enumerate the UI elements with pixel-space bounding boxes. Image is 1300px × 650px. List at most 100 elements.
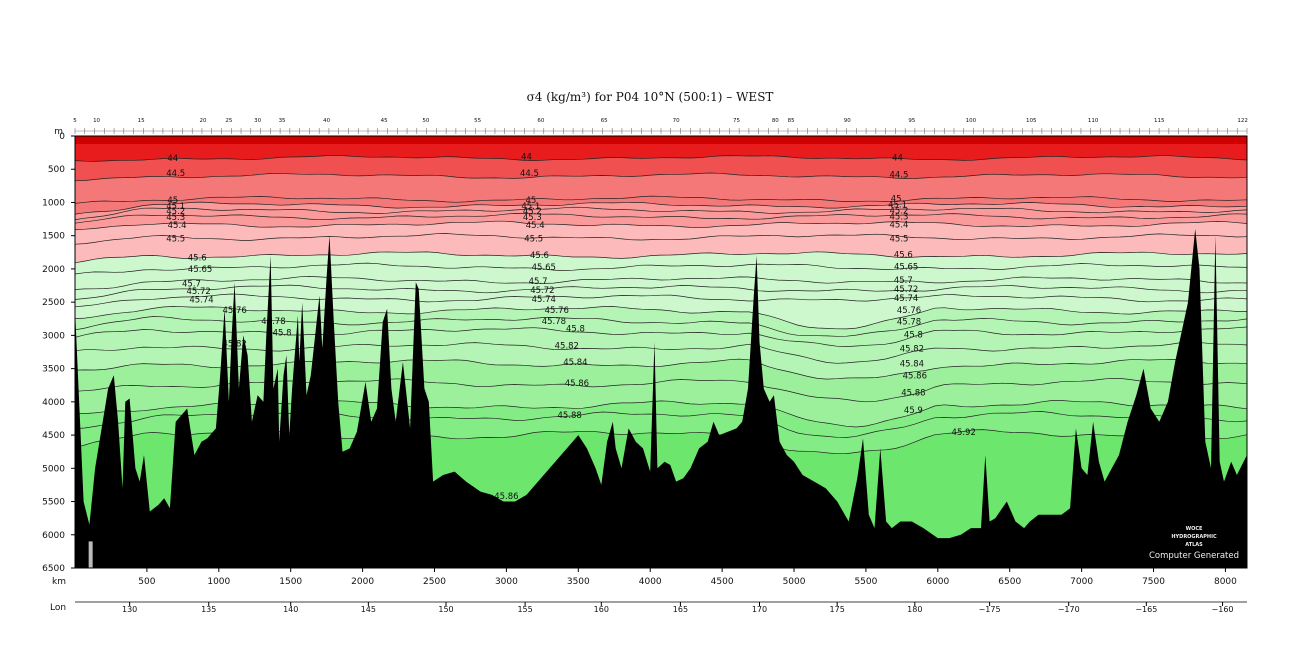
contour-label: 44: [521, 153, 532, 163]
density-band: [75, 327, 1247, 364]
station-label: 35: [279, 118, 286, 124]
contour-label: 45.4: [168, 221, 187, 231]
x-tick-label: 6500: [998, 577, 1021, 587]
density-band: [75, 233, 1247, 263]
station-label: 25: [225, 118, 232, 124]
station-label: 20: [199, 118, 206, 124]
station-label: 122: [1237, 118, 1248, 124]
axes: 0 500 1000 1500 2000 2500 3000 3500 4000 4500 5000…: [42, 118, 1248, 614]
watermark-line: WOCE: [1186, 526, 1203, 532]
contour-label: 45.1: [888, 200, 907, 210]
surface-band: [75, 136, 1247, 144]
isopycnal-line: [75, 201, 1247, 215]
station-label: 105: [1026, 118, 1037, 124]
chart-title: σ4 (kg/m³) for P04 10°N (500:1) – WEST: [526, 90, 774, 104]
contour-label: 45.7: [529, 277, 548, 287]
contour-label: 45.86: [494, 492, 518, 502]
station-label: 30: [254, 118, 261, 124]
lon-tick-label: 170: [752, 605, 767, 614]
station-label: 80: [772, 118, 779, 124]
y-tick-label: 4500: [42, 431, 65, 441]
contour-label: 44: [892, 153, 903, 163]
contour-label: 45.76: [897, 306, 921, 316]
contour-label: 45.84: [900, 359, 924, 369]
lon-tick-label: 180: [907, 605, 922, 614]
watermark: WOCE HYDROGRAPHIC ATLAS Computer Generated: [1149, 526, 1239, 561]
contour-label: 45.82: [900, 345, 924, 355]
isopycnal-line: [75, 220, 1247, 230]
watermark-line: HYDROGRAPHIC: [1171, 534, 1217, 540]
density-band: [75, 196, 1247, 215]
lon-tick-label: 155: [517, 605, 532, 614]
y-tick-label: 3000: [42, 331, 65, 341]
contour-label: 45.82: [555, 341, 579, 351]
station-label: 15: [138, 118, 145, 124]
x-tick-label: 1000: [207, 577, 230, 587]
contour-label: 45.3: [890, 212, 909, 222]
y-tick-label: 4000: [42, 398, 65, 408]
density-band: [75, 294, 1247, 329]
x-tick-label: 1500: [279, 577, 302, 587]
density-band: [75, 221, 1247, 245]
density-band: [75, 276, 1247, 300]
y-tick-label: 5000: [42, 464, 65, 474]
station-label: 5: [73, 118, 77, 124]
seafloor: [75, 229, 1247, 568]
contour-label: 45.65: [532, 263, 556, 273]
station-label: 115: [1154, 118, 1165, 124]
x-tick-label: 5000: [783, 577, 806, 587]
contour-label: 45.2: [166, 207, 185, 217]
y-tick-label: 0: [59, 132, 65, 142]
density-band: [75, 285, 1247, 307]
lon-tick-label: 130: [122, 605, 137, 614]
contour-label: 45.72: [894, 285, 918, 295]
station-label: 95: [908, 118, 915, 124]
x-tick-label: 6000: [926, 577, 949, 587]
lon-tick-label: −170: [1058, 605, 1080, 614]
contour-label: 45.74: [894, 294, 918, 304]
contour-label: 45.78: [542, 317, 566, 327]
lon-tick-label: 175: [830, 605, 845, 614]
isopycnal-line: [75, 213, 1247, 224]
contour-label: 45.72: [186, 287, 210, 297]
contour-label: 45.5: [890, 234, 909, 244]
density-band: [75, 213, 1247, 230]
y-tick-label: 2500: [42, 298, 65, 308]
contour-label: 45.78: [261, 317, 285, 327]
y-tick-label: 3500: [42, 365, 65, 375]
contour-label: 45.7: [182, 280, 201, 290]
contour-label: 45.1: [521, 202, 540, 212]
lon-tick-label: 145: [361, 605, 376, 614]
isopycnal-line: [75, 155, 1247, 162]
watermark-line: ATLAS: [1185, 542, 1203, 548]
contour-label: 45.78: [897, 317, 921, 327]
density-band: [75, 202, 1247, 220]
x-tick-label: 3000: [495, 577, 518, 587]
station-label: 55: [474, 118, 481, 124]
contour-label: 45.86: [903, 371, 927, 381]
contour-label: 45.76: [545, 306, 569, 316]
lon-tick-label: −165: [1135, 605, 1157, 614]
y-tick-label: 2000: [42, 265, 65, 275]
contour-label: 45.88: [558, 411, 582, 421]
contour-label: 45: [525, 196, 536, 206]
x-tick-label: 3500: [567, 577, 590, 587]
contour-label: 44.5: [520, 169, 539, 179]
contour-label: 45.72: [530, 286, 554, 296]
contour-label: 45.2: [523, 207, 542, 217]
contour-label: 45.3: [523, 213, 542, 223]
x-tick-label: 7500: [1142, 577, 1165, 587]
x-tick-label: 7000: [1070, 577, 1093, 587]
contour-label: 45.4: [890, 220, 909, 230]
station-label: 85: [788, 118, 795, 124]
contour-label: 45.5: [166, 234, 185, 244]
x-tick-label: 2500: [423, 577, 446, 587]
contour-label: 45.74: [189, 295, 213, 305]
contour-label: 45: [167, 196, 178, 206]
contour-label: 45.65: [894, 262, 918, 272]
y-tick-label: 6500: [42, 564, 65, 574]
station-label: 100: [966, 118, 977, 124]
isopycnal-line: [75, 195, 1247, 204]
density-band: [75, 173, 1247, 204]
